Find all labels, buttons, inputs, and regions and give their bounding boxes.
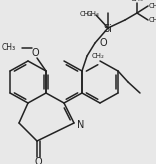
Text: N: N [77,120,84,130]
Text: Si: Si [104,24,112,34]
Text: CH₃: CH₃ [86,11,99,17]
Text: O: O [99,38,107,48]
Text: CH₃: CH₃ [149,3,156,9]
Text: O: O [31,48,39,58]
Text: CH₃: CH₃ [131,0,143,2]
Text: O: O [35,157,42,164]
Text: CH₂: CH₂ [92,53,105,59]
Text: CH₃: CH₃ [149,17,156,23]
Text: CH₃: CH₃ [2,43,16,52]
Text: CH₃: CH₃ [79,11,92,17]
